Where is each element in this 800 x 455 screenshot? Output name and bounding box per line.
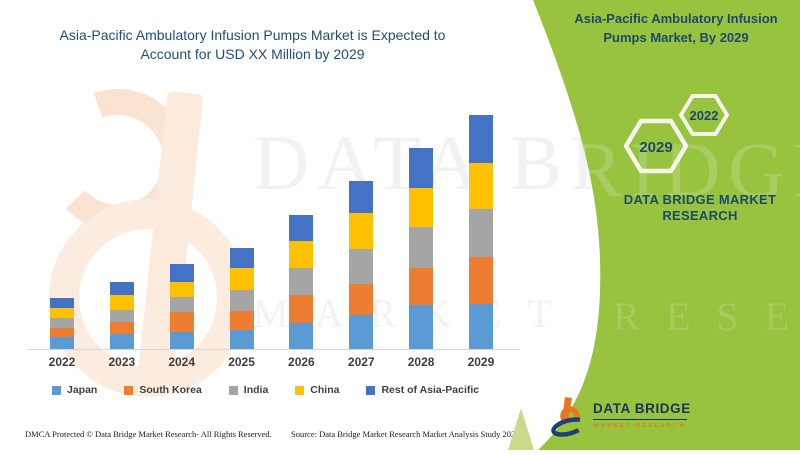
brand-text-line1: DATA BRIDGE MARKET xyxy=(623,192,777,207)
x-axis-label-2027: 2027 xyxy=(347,355,375,369)
brand-text-line2: RESEARCH xyxy=(662,208,738,223)
logo-underline xyxy=(593,419,687,420)
bar-segment-india-2027 xyxy=(349,249,374,284)
logo-subtitle: MARKET RESEARCH xyxy=(594,423,686,429)
dmca-notice: DMCA Protected © Data Bridge Market Rese… xyxy=(25,429,272,439)
x-axis-line xyxy=(28,349,520,350)
bar-segment-south-korea-2029 xyxy=(468,257,493,304)
panel-title: Asia-Pacific Ambulatory Infusion Pumps M… xyxy=(556,9,796,47)
company-logo: DATA BRIDGE MARKET RESEARCH xyxy=(550,394,790,444)
hexagon-2029 xyxy=(623,118,689,174)
data-bridge-logo-icon xyxy=(551,397,587,437)
hexagon-2022-label: 2022 xyxy=(690,108,719,123)
x-axis-label-2029: 2029 xyxy=(467,355,495,369)
bar-segment-rest-of-asia-pacific-2029 xyxy=(468,115,493,163)
bar-segment-rest-of-asia-pacific-2026 xyxy=(289,215,314,241)
watermark-text-on-green-row2: MARKET RESEARCH xyxy=(253,294,800,339)
hexagon-2029-label: 2029 xyxy=(639,139,672,156)
x-axis-label-2028: 2028 xyxy=(407,355,435,369)
legend-label-china: China xyxy=(310,384,340,396)
logo-name: DATA BRIDGE xyxy=(593,401,691,416)
bar-segment-japan-2029 xyxy=(468,304,493,349)
bar-segment-japan-2026 xyxy=(289,323,314,349)
accent-light-green-triangle xyxy=(508,408,534,450)
green-panel-shape xyxy=(533,0,800,450)
bar-segment-japan-2028 xyxy=(409,305,434,349)
bar-segment-rest-of-asia-pacific-2027 xyxy=(349,181,374,213)
bar-segment-india-2028 xyxy=(409,227,434,268)
bar-segment-japan-2027 xyxy=(349,315,374,349)
panel-title-line2: Pumps Market, By 2029 xyxy=(603,30,749,45)
logo-swoosh xyxy=(551,417,587,437)
bar-segment-south-korea-2028 xyxy=(409,268,434,305)
legend-item-rest-of-asia-pacific: Rest of Asia-Pacific xyxy=(366,384,479,396)
bar-segment-south-korea-2027 xyxy=(349,284,374,315)
legend-swatch-rest-of-asia-pacific xyxy=(366,385,376,395)
legend-swatch-china xyxy=(295,385,305,395)
chart-title-line2: Account for USD XX Million by 2029 xyxy=(140,46,365,62)
chart-title-line1: Asia-Pacific Ambulatory Infusion Pumps M… xyxy=(59,27,446,43)
bar-segment-china-2028 xyxy=(409,188,434,227)
bar-segment-china-2027 xyxy=(349,213,374,249)
bar-segment-south-korea-2026 xyxy=(289,295,314,323)
brand-text: DATA BRIDGE MARKET RESEARCH xyxy=(612,192,788,224)
panel-title-line1: Asia-Pacific Ambulatory Infusion xyxy=(574,11,778,26)
source-note: Source: Data Bridge Market Research Mark… xyxy=(291,429,520,439)
x-axis-label-2026: 2026 xyxy=(288,355,315,369)
chart-title: Asia-Pacific Ambulatory Infusion Pumps M… xyxy=(30,26,475,64)
bar-segment-india-2026 xyxy=(289,268,314,295)
bar-segment-india-2029 xyxy=(468,209,493,257)
bar-segment-rest-of-asia-pacific-2028 xyxy=(409,148,434,188)
legend-label-india: India xyxy=(243,384,269,396)
legend-item-china: China xyxy=(295,384,339,396)
bar-segment-china-2029 xyxy=(468,163,493,209)
hexagon-2022 xyxy=(679,94,729,136)
legend-label-rest-of-asia-pacific: Rest of Asia-Pacific xyxy=(381,384,480,396)
bar-segment-china-2026 xyxy=(289,241,314,268)
